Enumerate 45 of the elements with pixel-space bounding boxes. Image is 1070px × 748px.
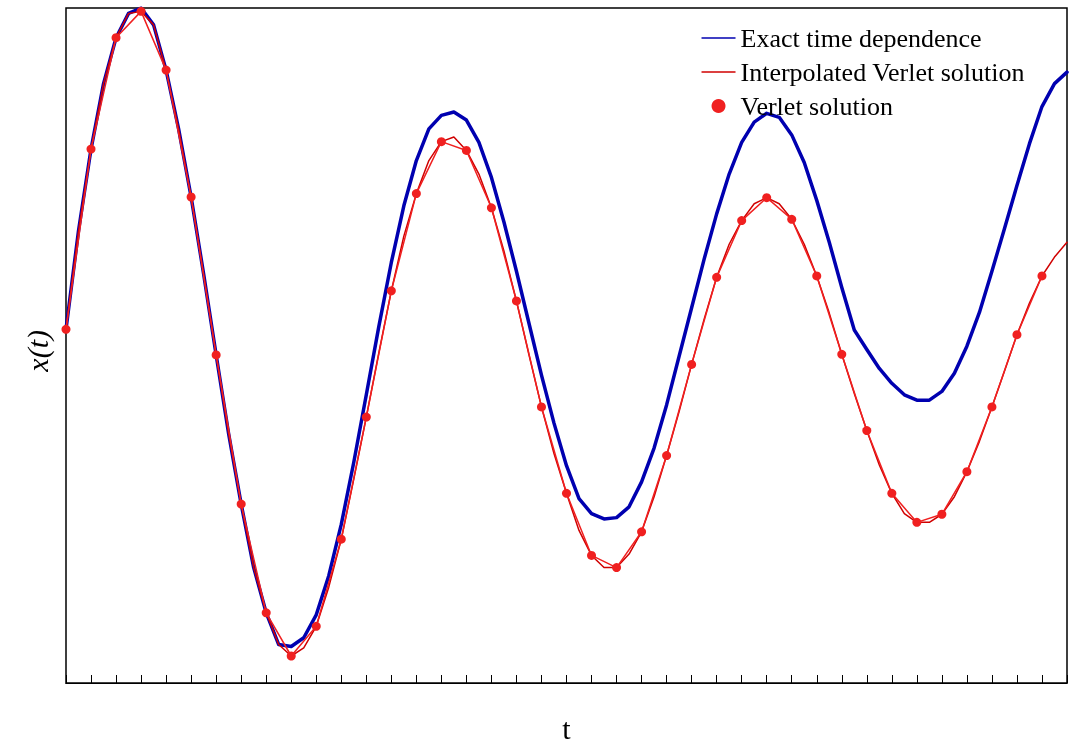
point bbox=[662, 451, 672, 461]
point bbox=[787, 214, 797, 224]
y-axis-title: x(t) bbox=[20, 329, 55, 373]
legend-label: Verlet solution bbox=[740, 91, 893, 121]
point bbox=[587, 550, 597, 560]
point bbox=[862, 426, 872, 436]
point bbox=[336, 534, 346, 544]
point bbox=[637, 527, 647, 537]
point bbox=[1037, 271, 1047, 281]
point bbox=[762, 193, 772, 203]
point bbox=[136, 6, 146, 16]
point bbox=[61, 324, 71, 334]
point bbox=[937, 509, 947, 519]
point bbox=[86, 144, 96, 154]
point bbox=[812, 271, 822, 281]
point bbox=[186, 192, 196, 202]
point bbox=[411, 189, 421, 199]
point bbox=[311, 621, 321, 631]
point bbox=[211, 350, 221, 360]
point bbox=[286, 651, 296, 661]
point bbox=[612, 563, 622, 573]
point bbox=[436, 137, 446, 147]
point bbox=[511, 296, 521, 306]
point bbox=[361, 412, 371, 422]
point bbox=[536, 402, 546, 412]
point bbox=[386, 286, 396, 296]
point bbox=[712, 272, 722, 282]
point bbox=[562, 488, 571, 498]
point bbox=[486, 203, 496, 213]
legend-label: Exact time dependence bbox=[740, 23, 982, 53]
point bbox=[912, 517, 922, 527]
point bbox=[236, 499, 246, 509]
legend-label: Interpolated Verlet solution bbox=[740, 57, 1025, 87]
point bbox=[461, 145, 471, 155]
point bbox=[687, 359, 697, 369]
point bbox=[737, 216, 747, 226]
x-axis-title: t bbox=[562, 711, 572, 745]
point bbox=[962, 467, 972, 477]
point bbox=[111, 33, 121, 43]
point bbox=[837, 349, 847, 359]
point bbox=[161, 65, 171, 75]
point bbox=[987, 402, 997, 412]
point bbox=[1012, 330, 1022, 340]
point bbox=[887, 488, 897, 498]
point bbox=[261, 608, 271, 618]
